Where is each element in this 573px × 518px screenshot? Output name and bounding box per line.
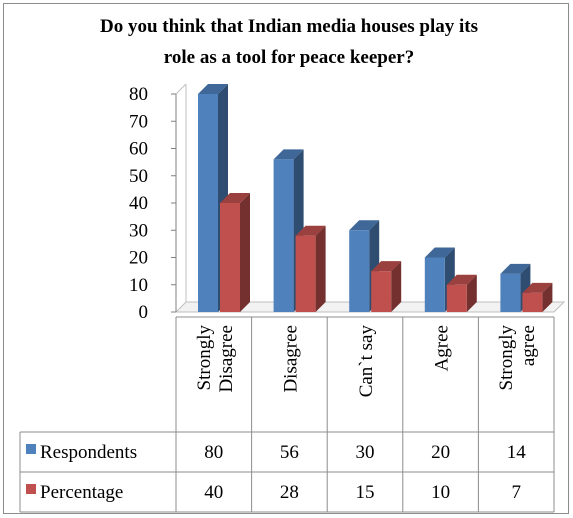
legend-key-percentage [26,484,36,494]
table-value-cell: 28 [280,482,299,503]
bar-front-face [424,257,445,312]
bar-top-face [349,220,380,231]
bar-top-face [198,84,228,94]
bar-top-face [295,225,326,236]
y-tick-label: 60 [129,139,148,160]
y-axis-depth-line [175,83,187,95]
table-value-cell: 15 [356,482,375,503]
bar-front-face [522,292,543,312]
bar-side-face [391,261,402,312]
bar-side-face [466,274,477,312]
bar-percentage-4 [522,282,553,312]
table-value-cell: 40 [204,482,223,503]
chart-title-line-2: role as a tool for peace keeper? [164,47,414,68]
table-value-cell: 20 [431,442,450,463]
bar-top-face [273,149,304,160]
bar-side-face [240,193,250,312]
bar-front-face [500,273,521,312]
bar-front-face [220,203,240,312]
legend-label-respondents: Respondents [40,442,137,463]
y-tick-label: 0 [139,302,149,323]
x-category-label: Disagree [216,325,237,393]
bar-front-face [273,159,294,312]
bar-top-face [500,263,531,274]
x-category-label: agree [518,325,539,366]
bar-top-face [446,274,477,285]
bar-top-face [522,282,553,293]
bar-front-face [198,94,218,312]
y-tick-label: 10 [129,275,148,296]
table-value-cell: 10 [431,482,450,503]
x-category-label: Can`t say [356,325,377,398]
y-tick-label: 70 [129,111,148,132]
bar-front-face [295,235,316,312]
bar-percentage-3 [446,274,477,312]
bar-top-face [371,261,402,272]
x-category-label: Disagree [280,325,301,393]
bar-percentage-2 [371,261,402,312]
table-value-cell: 30 [356,442,375,463]
bar-side-face [315,225,326,312]
bar-top-face [424,247,455,258]
bar-percentage-0 [220,193,250,312]
legend-key-respondents [26,444,36,454]
table-value-cell: 7 [511,482,521,503]
y-tick-label: 20 [129,248,148,269]
legend-label-percentage: Percentage [40,482,123,503]
bar-front-face [349,230,370,312]
table-value-cell: 14 [507,442,527,463]
table-value-cell: 80 [204,442,223,463]
bar-front-face [446,284,467,312]
y-tick-label: 30 [129,220,148,241]
x-category-label: Strongly [496,325,517,391]
x-category-label: Agree [432,325,453,371]
bar-side-face [542,282,553,312]
y-tick-label: 80 [129,84,148,105]
bar-front-face [371,271,392,312]
bar-top-face [220,193,250,203]
table-value-cell: 56 [280,442,299,463]
y-tick-label: 40 [129,193,148,214]
x-category-label: Strongly [194,325,215,391]
y-tick-label: 50 [129,166,148,187]
chart-title-line-1: Do you think that Indian media houses pl… [100,16,478,37]
bar-percentage-1 [295,225,326,312]
